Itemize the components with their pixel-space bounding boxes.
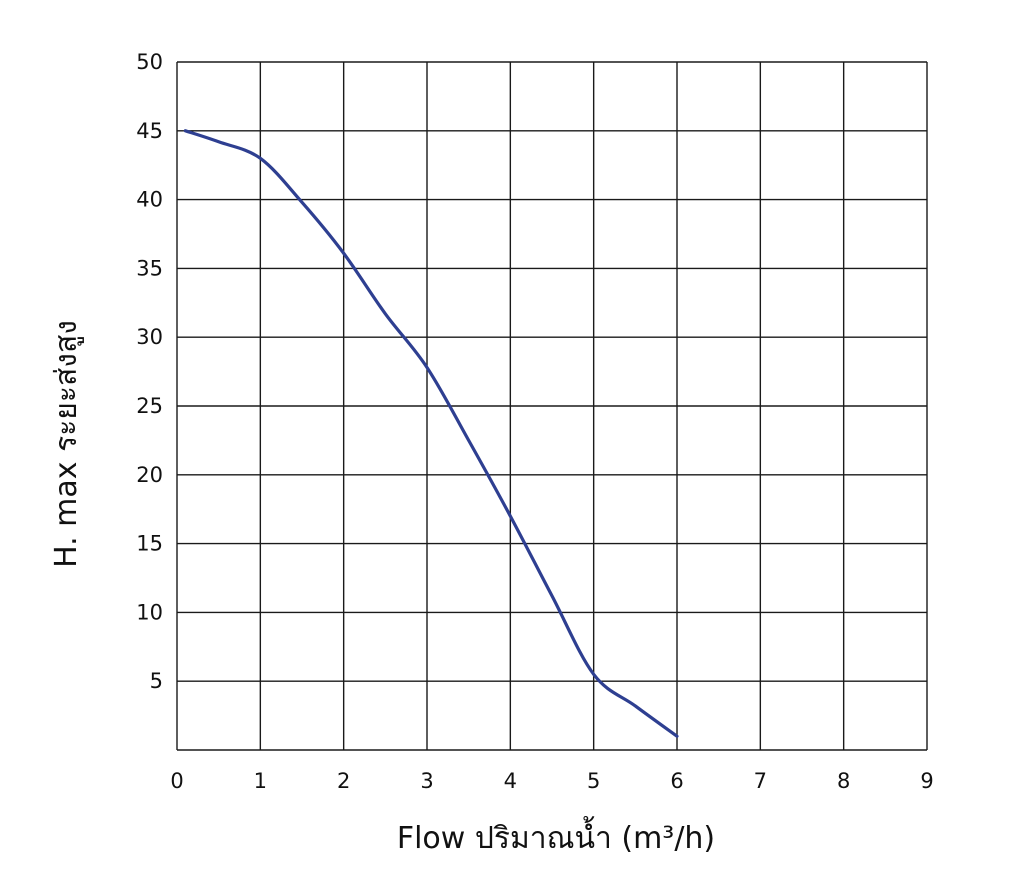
y-tick-label-35: 35 — [136, 256, 163, 280]
y-tick-label-40: 40 — [136, 188, 163, 212]
y-tick-label-20: 20 — [136, 463, 163, 487]
y-tick-label-10: 10 — [136, 600, 163, 624]
y-tick-label-5: 5 — [150, 669, 163, 693]
y-tick-label-30: 30 — [136, 325, 163, 349]
x-tick-label-7: 7 — [754, 769, 767, 793]
y-tick-label-25: 25 — [136, 394, 163, 418]
series-layer — [183, 129, 679, 738]
y-tick-label-50: 50 — [136, 50, 163, 74]
x-tick-label-1: 1 — [254, 769, 267, 793]
grid — [176, 61, 928, 751]
y-tick-label-15: 15 — [136, 532, 163, 556]
y-tick-label-45: 45 — [136, 119, 163, 143]
x-tick-label-4: 4 — [504, 769, 517, 793]
x-tick-label-3: 3 — [420, 769, 433, 793]
x-axis-label: Flow ปริมาณน้ำ (m³/h) — [397, 816, 715, 856]
series-line-0 — [183, 129, 679, 738]
x-tick-label-9: 9 — [920, 769, 933, 793]
x-tick-label-5: 5 — [587, 769, 600, 793]
x-tick-label-0: 0 — [170, 769, 183, 793]
y-axis-label: H. max ระยะส่งสูง — [49, 320, 84, 568]
x-tick-label-2: 2 — [337, 769, 350, 793]
x-tick-label-6: 6 — [670, 769, 683, 793]
x-tick-label-8: 8 — [837, 769, 850, 793]
